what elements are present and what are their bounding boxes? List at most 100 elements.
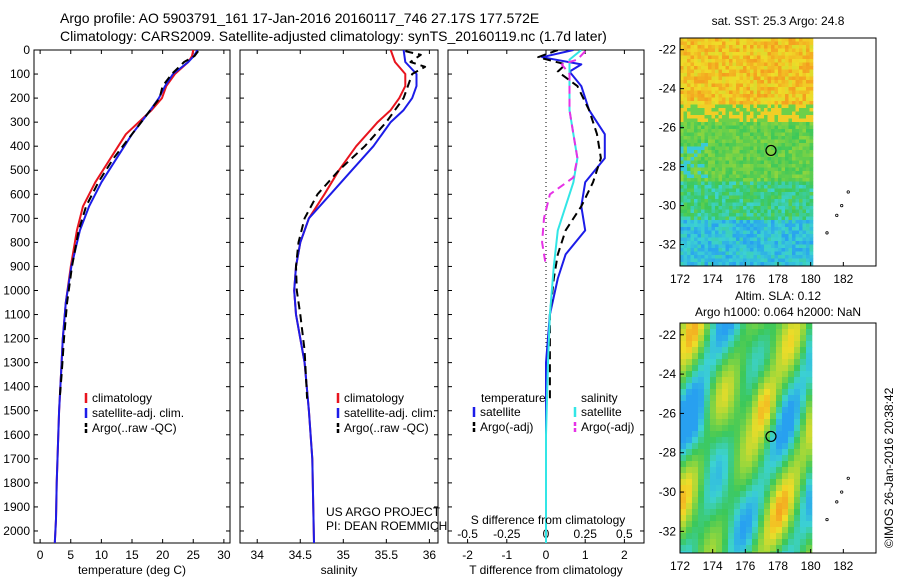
- map-cell: [767, 87, 772, 91]
- map-cell: [698, 419, 705, 426]
- map-cell: [718, 192, 723, 196]
- map-cell: [746, 371, 753, 378]
- map-cell: [729, 234, 733, 238]
- map-cell: [692, 323, 699, 330]
- map-cell: [746, 227, 751, 231]
- map-cell: [725, 188, 730, 193]
- map-cell: [680, 551, 687, 553]
- map-cell: [743, 136, 747, 140]
- map-cell: [729, 220, 733, 224]
- map-cell: [718, 251, 723, 256]
- map-cell: [764, 199, 768, 203]
- map-cell: [750, 167, 754, 172]
- map-cell: [781, 83, 786, 88]
- map-cell: [770, 467, 777, 474]
- map-cell: [729, 202, 733, 207]
- map-cell: [729, 76, 733, 81]
- map-cell: [739, 104, 744, 109]
- map-cell: [795, 262, 800, 266]
- sla-map-title: Altim. SLA: 0.12: [735, 289, 821, 303]
- map-cell: [746, 467, 753, 474]
- map-cell: [746, 136, 751, 140]
- map-cell: [743, 59, 747, 63]
- map-cell: [778, 237, 782, 242]
- series-group: [293, 50, 427, 543]
- map-cell: [767, 202, 772, 207]
- map-cell: [732, 188, 737, 193]
- map-cell: [806, 497, 813, 504]
- map-cell: [758, 413, 765, 420]
- map-cell: [697, 118, 702, 123]
- map-cell: [757, 48, 761, 53]
- map-cell: [715, 244, 719, 249]
- map-cell: [692, 509, 699, 516]
- map-cell: [770, 347, 777, 354]
- map-cell: [746, 335, 753, 342]
- map-cell: [757, 115, 761, 119]
- map-cell: [686, 425, 693, 432]
- map-cell: [757, 237, 761, 242]
- map-cell: [809, 150, 814, 154]
- map-cell: [694, 160, 698, 165]
- map-cell: [687, 97, 691, 102]
- map-cell: [750, 192, 754, 196]
- map-cell: [806, 209, 810, 214]
- map-cell: [806, 94, 810, 98]
- map-cell: [778, 150, 782, 154]
- panel-frame: [33, 49, 231, 544]
- map-cell: [767, 258, 772, 263]
- map-cell: [734, 473, 741, 480]
- map-cell: [708, 248, 712, 252]
- map-cell: [704, 365, 711, 372]
- map-cell: [683, 108, 688, 112]
- map-cell: [746, 195, 751, 200]
- map-cell: [725, 69, 730, 74]
- map-cell: [809, 244, 814, 249]
- map-cell: [740, 443, 747, 450]
- map-cell: [736, 76, 740, 81]
- map-cell: [764, 413, 771, 420]
- map-cell: [788, 401, 795, 408]
- map-cell: [776, 449, 783, 456]
- map-cell: [722, 389, 729, 396]
- map-cell: [734, 395, 741, 402]
- map-cell: [746, 479, 753, 486]
- map-cell: [758, 539, 765, 546]
- map-cell: [799, 146, 803, 151]
- map-cell: [743, 185, 747, 189]
- map-cell: [753, 230, 758, 235]
- map-cell: [692, 473, 699, 480]
- map-cell: [697, 94, 702, 98]
- project-label: US ARGO PROJECT: [326, 505, 441, 519]
- map-cell: [778, 209, 782, 214]
- map-cell: [757, 73, 761, 77]
- map-cell: [799, 41, 803, 46]
- map-cell: [764, 59, 768, 63]
- map-cell: [680, 467, 687, 474]
- map-cell: [752, 347, 759, 354]
- map-cell: [774, 202, 779, 207]
- map-cell: [683, 122, 688, 126]
- map-cell: [698, 431, 705, 438]
- map-cell: [788, 237, 793, 242]
- map-cell: [778, 139, 782, 144]
- map-cell: [752, 383, 759, 390]
- map-cell: [788, 185, 793, 189]
- map-cell: [732, 38, 737, 42]
- map-cell: [764, 545, 771, 552]
- map-cell: [711, 55, 716, 60]
- map-cell: [725, 230, 730, 235]
- map-cell: [794, 509, 801, 516]
- map-cell: [788, 97, 793, 102]
- map-cell: [715, 262, 719, 266]
- map-cell: [774, 52, 779, 56]
- map-cell: [785, 244, 789, 249]
- map-cell: [788, 111, 793, 116]
- map-cell: [764, 425, 771, 432]
- map-cell: [806, 216, 810, 221]
- map-cell: [800, 503, 807, 510]
- map-cell: [687, 52, 691, 56]
- map-cell: [774, 146, 779, 151]
- map-cell: [708, 188, 712, 193]
- map-cell: [694, 171, 698, 175]
